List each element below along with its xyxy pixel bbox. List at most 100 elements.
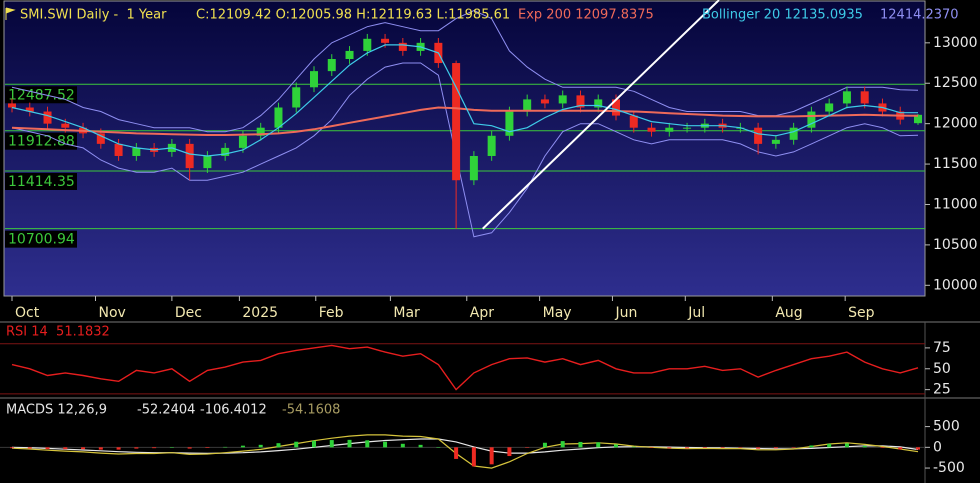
x-tick-label: Sep xyxy=(848,305,875,321)
y-tick-label: 50 xyxy=(933,361,951,377)
y-tick-label: 10000 xyxy=(933,277,978,293)
candle-body xyxy=(612,99,620,116)
candle-body xyxy=(754,127,763,144)
histogram-bar xyxy=(10,447,14,449)
histogram-bar xyxy=(98,447,103,450)
histogram-bar xyxy=(205,447,210,448)
candle-body xyxy=(771,139,780,144)
candle-body xyxy=(132,147,141,156)
candle-body xyxy=(310,71,318,88)
histogram-bar xyxy=(791,447,796,448)
histogram-bar xyxy=(454,447,459,459)
histogram-bar xyxy=(81,447,86,450)
histogram-bar xyxy=(596,442,601,448)
candle-body xyxy=(665,127,674,132)
x-tick-label: Nov xyxy=(98,305,125,321)
candle-body xyxy=(203,155,212,169)
candle-body xyxy=(238,135,247,148)
candle-body xyxy=(292,87,301,108)
candle-body xyxy=(61,123,70,128)
candle-body xyxy=(185,143,194,169)
histogram-bar xyxy=(187,447,192,449)
chart-title: SMI.SWI Daily - 1 Year xyxy=(20,8,167,23)
candle-body xyxy=(629,115,638,128)
level-label-bg xyxy=(5,172,77,190)
histogram-bar xyxy=(844,443,849,448)
rsi-line xyxy=(11,344,919,391)
x-tick-label: 2025 xyxy=(242,305,278,321)
y-tick-label: 10500 xyxy=(933,237,978,253)
flag-icon xyxy=(5,7,16,20)
candle-body xyxy=(96,133,105,144)
candle-body xyxy=(825,103,834,112)
histogram-bar xyxy=(383,441,388,448)
legend-entry: 12414.2370 xyxy=(880,8,959,23)
level-label: 10700.94 xyxy=(8,232,75,248)
candle-body xyxy=(469,155,478,181)
legend-entry: Exp 200 12097.8375 xyxy=(518,8,654,23)
candle-body xyxy=(647,127,656,132)
histogram-bar xyxy=(27,447,32,449)
candle-body xyxy=(256,127,265,136)
candle-body xyxy=(860,91,869,104)
candle-body xyxy=(594,99,603,108)
histogram-bar xyxy=(347,439,352,448)
candle-body xyxy=(914,114,922,124)
candle-body xyxy=(523,99,532,112)
candle-body xyxy=(452,63,461,181)
histogram-bar xyxy=(631,446,636,448)
candle-body xyxy=(487,135,496,156)
histogram-bar xyxy=(738,447,743,448)
x-tick-label: Feb xyxy=(319,305,344,321)
histogram-bar xyxy=(916,447,920,450)
histogram-bar xyxy=(649,447,654,448)
candle-body xyxy=(274,107,283,128)
histogram-bar xyxy=(418,444,423,448)
candle-body xyxy=(25,107,34,112)
y-tick-label: 11500 xyxy=(933,156,978,172)
x-tick-label: Jun xyxy=(614,305,637,321)
histogram-bar xyxy=(667,447,672,449)
histogram-bar xyxy=(862,445,867,448)
histogram-bar xyxy=(329,440,334,448)
histogram-bar xyxy=(809,445,814,448)
histogram-bar xyxy=(169,447,174,448)
histogram-bar xyxy=(542,442,547,448)
level-label: 12487.52 xyxy=(8,87,75,103)
overlay-line xyxy=(11,44,918,157)
overlay-line xyxy=(11,106,919,136)
histogram-bar xyxy=(63,447,68,450)
y-tick-label: 75 xyxy=(933,340,951,356)
histogram-bar xyxy=(471,447,476,467)
y-tick-label: 0 xyxy=(933,439,942,455)
histogram-bar xyxy=(898,447,903,450)
x-tick-label: Mar xyxy=(393,305,420,321)
histogram-bar xyxy=(294,441,299,448)
level-label-bg xyxy=(5,230,77,248)
legend-entry: -52.2404 xyxy=(137,403,195,418)
macd-line xyxy=(11,434,919,469)
level-label-bg xyxy=(5,86,77,104)
histogram-bar xyxy=(685,447,690,449)
x-tick-label: Apr xyxy=(470,305,494,321)
bollinger-lower xyxy=(11,62,919,238)
histogram-bar xyxy=(258,444,263,448)
candle-body xyxy=(558,95,567,104)
histogram-bar xyxy=(489,447,494,465)
y-tick-label: 13000 xyxy=(933,35,978,51)
x-tick-label: Oct xyxy=(15,305,40,321)
candle-body xyxy=(381,38,390,43)
histogram-bar xyxy=(436,447,441,448)
histogram-bar xyxy=(525,447,530,448)
histogram-bar xyxy=(45,447,50,450)
candle-body xyxy=(221,147,230,156)
trendline xyxy=(482,0,720,230)
x-tick-label: May xyxy=(543,305,572,321)
histogram-bar xyxy=(116,447,121,450)
histogram-bar xyxy=(560,441,565,448)
x-tick-label: Dec xyxy=(175,305,202,321)
candle-body xyxy=(345,50,354,59)
x-tick-label: Aug xyxy=(775,305,802,321)
histogram-bar xyxy=(507,447,512,457)
